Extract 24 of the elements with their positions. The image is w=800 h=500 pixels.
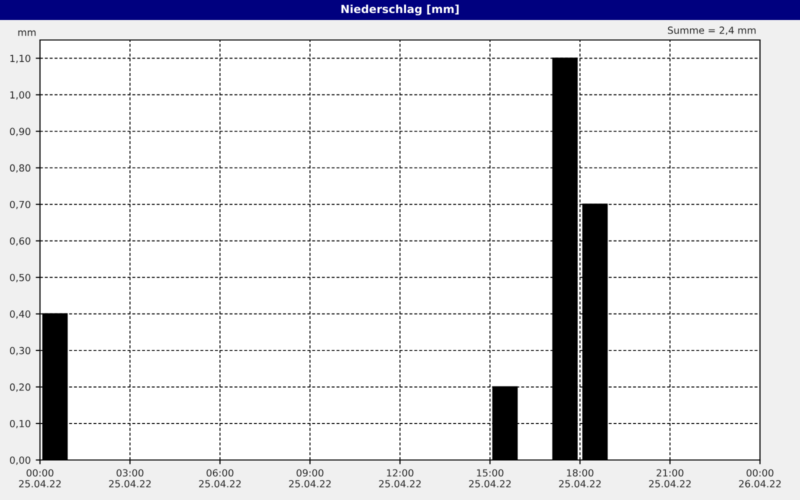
x-tick-label: 00:00 26.04.22	[739, 469, 781, 488]
y-tick-label: 0,90	[10, 128, 30, 136]
chart-title: Niederschlag [mm]	[341, 4, 459, 16]
x-tick-label: 06:00 25.04.22	[199, 469, 241, 488]
y-axis-title: mm	[18, 30, 36, 36]
y-tick-label: 0,30	[10, 346, 30, 356]
y-tick-label: 0,80	[10, 164, 30, 173]
y-tick-label: 0,20	[10, 383, 30, 392]
y-tick-label: 1,00	[10, 91, 30, 100]
y-tick-label: 0,50	[10, 274, 30, 282]
y-tick-label: 0,40	[10, 310, 30, 319]
x-tick-label: 00:00 25.04.22	[19, 469, 61, 488]
y-tick-label: 0,00	[10, 456, 30, 465]
x-tick-label: 18:00 25.04.22	[559, 469, 601, 488]
y-tick-label: 0,60	[10, 237, 30, 246]
x-tick-label: 09:00 25.04.22	[289, 469, 331, 488]
text: Summe = 2,4 mm	[668, 26, 756, 35]
y-tick-label: 0,10	[10, 420, 30, 428]
x-tick-label: 21:00 25.04.22	[649, 469, 691, 488]
x-tick-label: 15:00 25.04.22	[469, 469, 511, 488]
y-tick-label: 0,70	[10, 200, 30, 210]
x-tick-label: 03:00 25.04.22	[109, 469, 151, 488]
x-tick-label: 12:00 25.04.22	[379, 469, 421, 488]
y-tick-label: 1,10	[10, 54, 30, 64]
